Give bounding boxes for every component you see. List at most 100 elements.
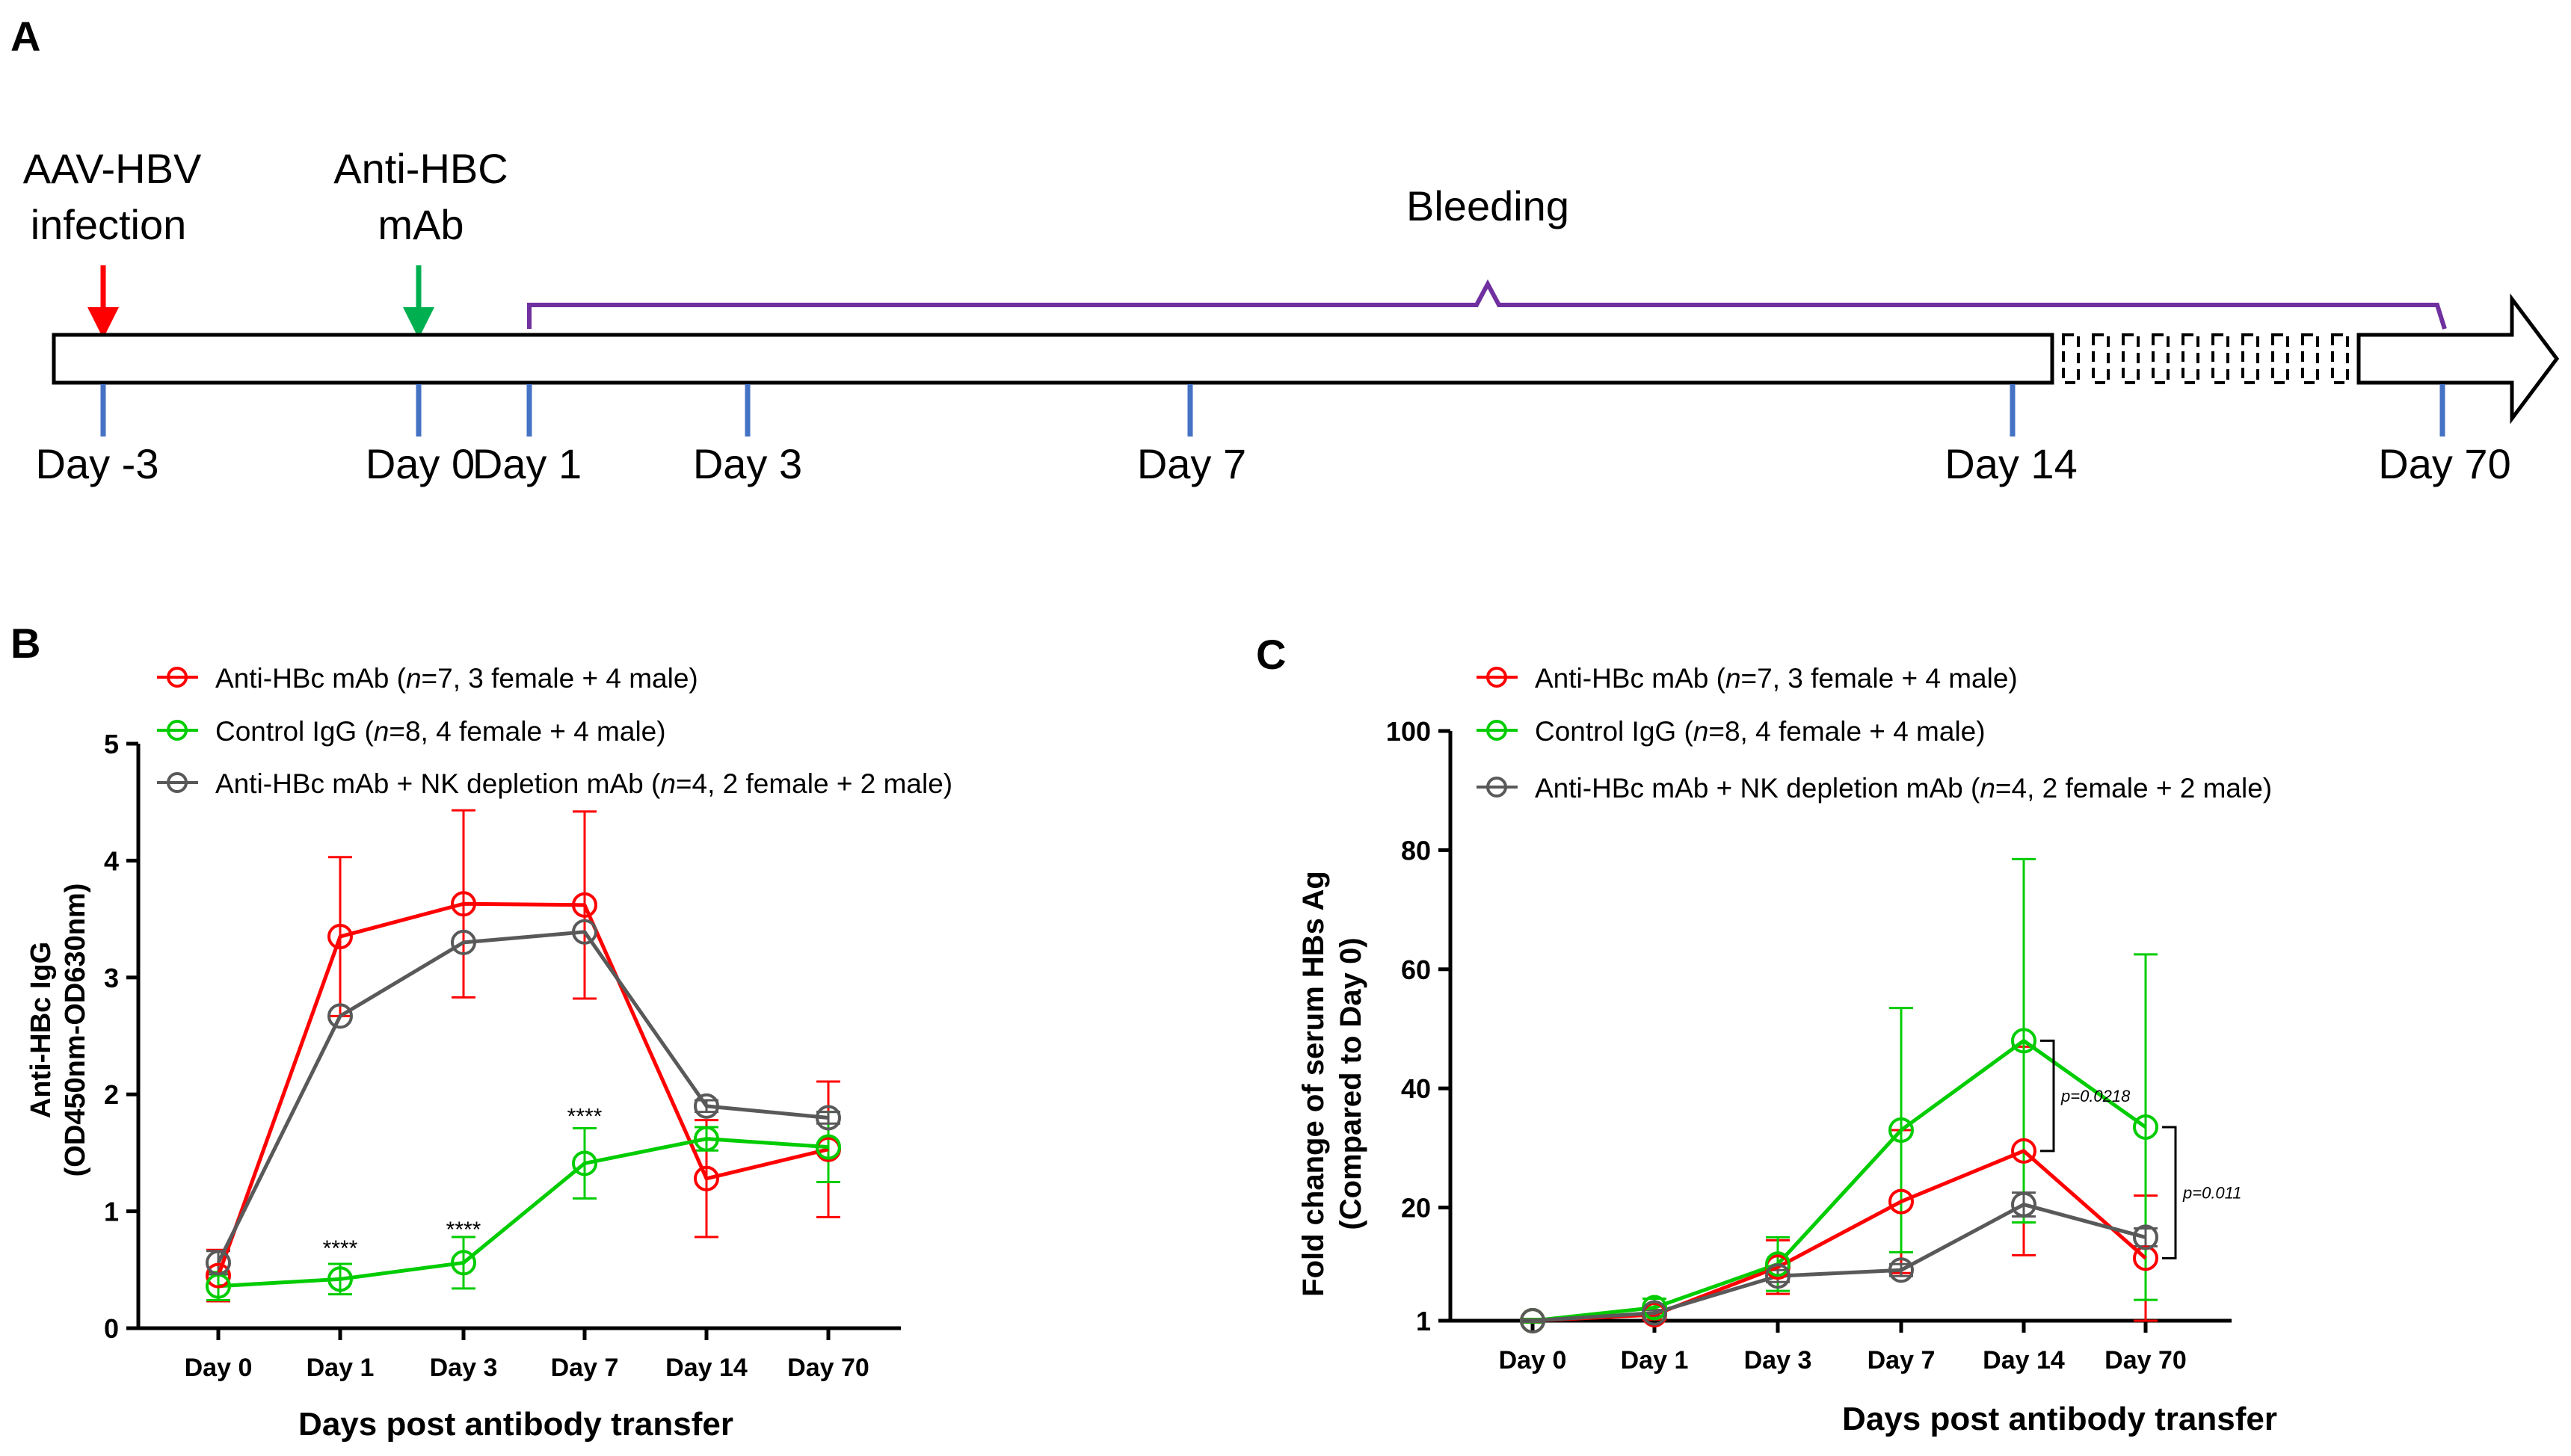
b-line-green <box>218 1137 829 1289</box>
legend-c-item-red: Anti-HBc mAb (n=7, 3 female + 4 male) <box>1477 663 2018 694</box>
b-point-red-2 <box>451 891 476 917</box>
b-xtick-label-0: Day 0 <box>185 1354 253 1382</box>
legend-b-gray-text: Anti-HBc mAb + NK depletion mAb (n=4, 2 … <box>215 768 952 799</box>
b-ytick-label-4: 4 <box>104 845 119 876</box>
legend-c-green-text: Control IgG (n=8, 4 female + 4 male) <box>1535 716 1986 747</box>
panel-c: C Anti-HBc mAb (n=7, 3 female + 4 male) … <box>1256 631 2277 1437</box>
b-point-green-2 <box>451 1250 476 1276</box>
c-point-green-5 <box>2133 1114 2158 1140</box>
c-point-green-3 <box>1888 1117 1914 1143</box>
legend-b-item-gray: Anti-HBc mAb + NK depletion mAb (n=4, 2 … <box>157 768 952 799</box>
b-point-red-1 <box>327 924 353 950</box>
legend-c-item-green: Control IgG (n=8, 4 female + 4 male) <box>1477 716 1986 747</box>
c-ytick-label-2: 40 <box>1401 1073 1431 1104</box>
b-significance-2: **** <box>567 1104 603 1129</box>
b-ylabel-line1: Anti-HBc IgG <box>25 942 57 1118</box>
bleeding-bracket <box>527 279 2447 330</box>
legend-c: Anti-HBc mAb (n=7, 3 female + 4 male) Co… <box>1477 663 2272 803</box>
panel-b: B Anti-HBc mAb (n=7, 3 female + 4 male) … <box>10 620 952 1443</box>
legend-b-green-text: Control IgG (n=8, 4 female + 4 male) <box>215 716 666 747</box>
b-ytick-label-0: 0 <box>104 1313 119 1344</box>
c-ylabel-line1: Fold change of serum HBs Ag <box>1297 871 1330 1297</box>
panel-a: A AAV-HBV infection Anti-HBC mAb Bleedin… <box>10 13 2560 487</box>
b-point-green-1 <box>327 1266 353 1292</box>
legend-c-item-gray: Anti-HBc mAb + NK depletion mAb (n=4, 2 … <box>1477 773 2272 803</box>
b-xtick-label-2: Day 3 <box>430 1354 498 1382</box>
c-xtick-label-4: Day 14 <box>1983 1346 2065 1375</box>
c-point-gray-2 <box>1765 1263 1791 1289</box>
b-point-red-4 <box>694 1165 719 1191</box>
timeline-break <box>2062 333 2349 384</box>
legend-b-item-red: Anti-HBc mAb (n=7, 3 female + 4 male) <box>157 663 698 694</box>
legend-b: Anti-HBc mAb (n=7, 3 female + 4 male) Co… <box>157 663 952 799</box>
c-line-green <box>1532 1038 2147 1323</box>
c-xtick-label-0: Day 0 <box>1499 1346 1567 1375</box>
b-point-gray-5 <box>816 1105 841 1131</box>
legend-c-gray-text: Anti-HBc mAb + NK depletion mAb (n=4, 2 … <box>1535 773 2272 803</box>
b-point-gray-3 <box>572 919 597 945</box>
b-significance-0: **** <box>323 1236 358 1261</box>
timeline-day0: Day 0 <box>366 440 475 487</box>
b-xtick-label-3: Day 7 <box>551 1354 619 1382</box>
c-point-green-4 <box>2011 1028 2036 1054</box>
c-point-gray-1 <box>1642 1300 1667 1326</box>
c-pvalue-label-0: p=0.0218 <box>2060 1087 2131 1105</box>
b-line-gray <box>216 930 829 1264</box>
b-ytick-label-1: 1 <box>104 1197 119 1227</box>
b-point-red-3 <box>572 892 597 918</box>
event-aav-line1: AAV-HBV <box>23 145 202 192</box>
b-xlabel: Days post antibody transfer <box>298 1406 733 1443</box>
c-xtick-label-1: Day 1 <box>1621 1346 1689 1375</box>
b-point-gray-2 <box>451 929 476 955</box>
c-line-red <box>1532 1149 2147 1323</box>
b-line-red <box>216 901 829 1277</box>
c-point-red-5 <box>2133 1245 2158 1271</box>
plot-c: 1 20 40 60 80 100 Day 0 Day 1 Day 3 Day 7 Day 14 Da… <box>1386 716 2242 1375</box>
c-point-green-2 <box>1765 1251 1791 1277</box>
c-point-gray-5 <box>2133 1224 2158 1250</box>
c-ytick-label-0: 1 <box>1416 1306 1431 1336</box>
b-point-red-0 <box>206 1262 231 1289</box>
c-point-red-3 <box>1888 1188 1914 1215</box>
timeline-day-minus3: Day -3 <box>36 440 159 487</box>
panel-a-label: A <box>10 13 40 60</box>
timeline-day3: Day 3 <box>693 440 802 487</box>
bleeding-label: Bleeding <box>1406 182 1569 229</box>
c-point-gray-4 <box>2011 1191 2036 1218</box>
event-aav-line2: infection <box>31 201 187 248</box>
timeline-day14: Day 14 <box>1945 440 2077 487</box>
timeline-bar <box>52 333 2054 385</box>
b-ytick-label-2: 2 <box>104 1079 119 1110</box>
c-xtick-label-2: Day 3 <box>1744 1346 1812 1375</box>
c-ytick-label-5: 100 <box>1386 716 1431 747</box>
b-significance-1: **** <box>446 1218 481 1242</box>
c-ytick-label-4: 80 <box>1401 835 1431 866</box>
b-point-green-4 <box>694 1126 719 1152</box>
b-point-gray-0 <box>206 1250 231 1276</box>
b-point-gray-4 <box>694 1093 719 1119</box>
b-xtick-label-1: Day 1 <box>307 1354 375 1382</box>
event-mab-line1: Anti-HBC <box>333 145 508 192</box>
c-xtick-label-5: Day 70 <box>2104 1346 2187 1375</box>
c-point-red-4 <box>2011 1138 2036 1164</box>
plot-b: 0 1 2 3 4 5 Day 0 Day 1 Day 3 Day 7 Day 14 Day 70 **… <box>104 729 901 1382</box>
legend-c-red-text: Anti-HBc mAb (n=7, 3 female + 4 male) <box>1535 663 2018 694</box>
panel-b-label: B <box>10 620 40 667</box>
b-xtick-label-5: Day 70 <box>787 1354 869 1382</box>
timeline-arrowhead <box>2356 293 2560 425</box>
c-point-gray-3 <box>1888 1257 1914 1283</box>
timeline-day7: Day 7 <box>1137 440 1246 487</box>
timeline-ticks <box>100 384 2445 437</box>
b-ylabel-line2: (OD450nm-OD630nm) <box>60 883 91 1177</box>
c-pvalue-label-1: p=0.011 <box>2182 1184 2242 1203</box>
b-xtick-label-4: Day 14 <box>665 1354 748 1382</box>
b-point-green-3 <box>572 1150 597 1176</box>
b-point-green-5 <box>816 1134 841 1160</box>
c-ylabel-line2: (Compared to Day 0) <box>1334 937 1367 1230</box>
c-line-gray <box>1532 1203 2146 1323</box>
b-point-gray-1 <box>327 1003 353 1029</box>
panel-c-label: C <box>1256 631 1286 678</box>
c-pvalue-bracket-1 <box>2162 1126 2177 1259</box>
timeline-day1: Day 1 <box>472 440 582 487</box>
